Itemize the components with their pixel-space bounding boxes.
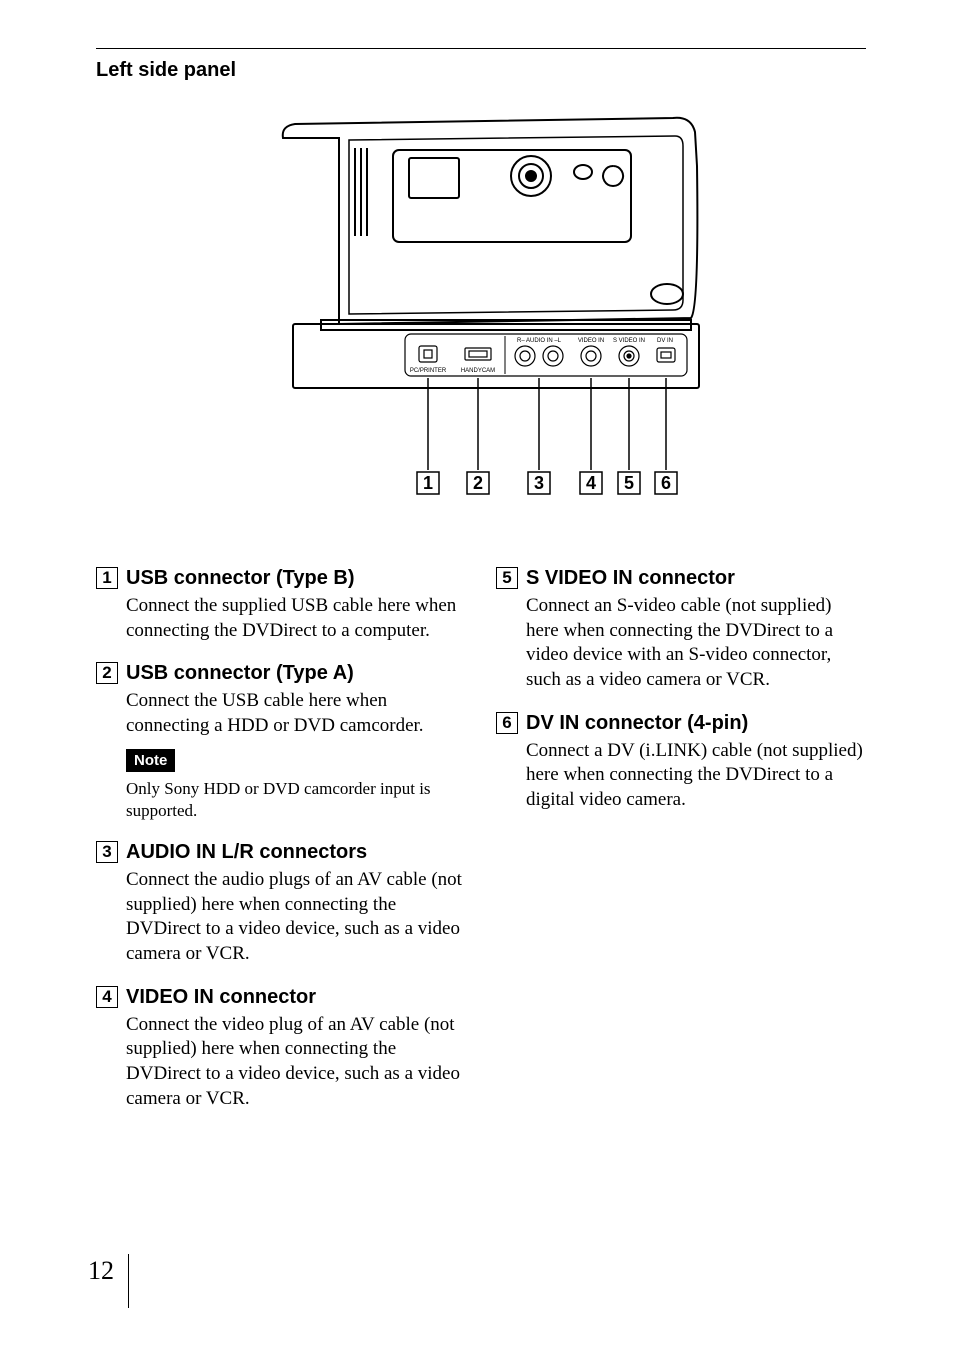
device-diagram: PC/PRINTER HANDYCAM R– AUDIO IN –L VIDEO… [221,110,741,530]
svg-text:VIDEO IN: VIDEO IN [578,338,604,344]
item-5: 5 S VIDEO IN connector Connect an S-vide… [496,566,866,693]
item-4: 4 VIDEO IN connector Connect the video p… [96,985,466,1112]
item-3: 3 AUDIO IN L/R connectors Connect the au… [96,840,466,967]
right-column: 5 S VIDEO IN connector Connect an S-vide… [496,566,866,1129]
svg-text:1: 1 [423,473,433,493]
item-body: Connect the video plug of an AV cable (n… [126,1013,466,1112]
item-body: Connect the supplied USB cable here when… [126,594,466,643]
item-body: Connect the audio plugs of an AV cable (… [126,868,466,967]
left-column: 1 USB connector (Type B) Connect the sup… [96,566,466,1129]
item-number: 4 [96,986,118,1008]
note-text: Only Sony HDD or DVD camcorder input is … [126,778,466,822]
note-badge: Note [126,749,175,772]
item-body: Connect an S-video cable (not supplied) … [526,594,866,693]
item-title: S VIDEO IN connector [526,566,735,590]
item-title: VIDEO IN connector [126,985,316,1009]
top-rule [96,48,866,49]
item-number: 5 [496,567,518,589]
svg-text:6: 6 [661,473,671,493]
item-2: 2 USB connector (Type A) Connect the USB… [96,661,466,822]
item-1: 1 USB connector (Type B) Connect the sup… [96,566,466,643]
item-number: 1 [96,567,118,589]
svg-text:3: 3 [534,473,544,493]
item-body: Connect a DV (i.LINK) cable (not supplie… [526,739,866,813]
item-6: 6 DV IN connector (4-pin) Connect a DV (… [496,711,866,813]
page-bar [128,1254,129,1308]
svg-text:DV IN: DV IN [657,338,673,344]
svg-text:2: 2 [473,473,483,493]
svg-text:5: 5 [624,473,634,493]
item-title: DV IN connector (4-pin) [526,711,748,735]
item-title: USB connector (Type A) [126,661,354,685]
item-body: Connect the USB cable here when connecti… [126,689,466,738]
svg-text:HANDYCAM: HANDYCAM [461,368,495,374]
item-number: 3 [96,841,118,863]
item-title: USB connector (Type B) [126,566,355,590]
item-number: 6 [496,712,518,734]
svg-text:PC/PRINTER: PC/PRINTER [410,368,447,374]
svg-text:4: 4 [586,473,596,493]
page-number: 12 [88,1256,114,1286]
section-title: Left side panel [96,59,866,82]
item-title: AUDIO IN L/R connectors [126,840,367,864]
description-columns: 1 USB connector (Type B) Connect the sup… [96,566,866,1129]
svg-text:R– AUDIO IN –L: R– AUDIO IN –L [517,338,562,344]
item-number: 2 [96,662,118,684]
svg-text:S VIDEO IN: S VIDEO IN [613,338,645,344]
